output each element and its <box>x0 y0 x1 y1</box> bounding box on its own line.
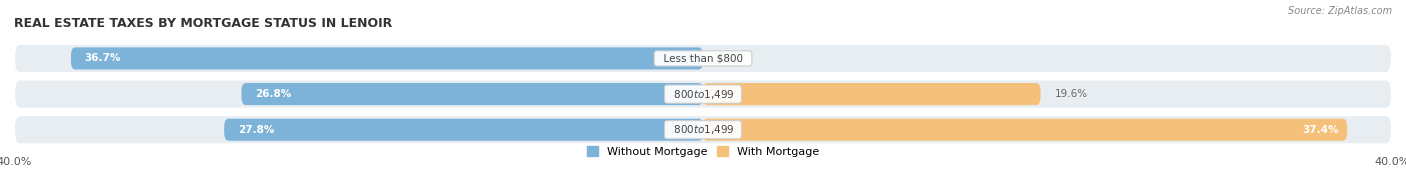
Text: 0.0%: 0.0% <box>717 54 742 64</box>
Text: REAL ESTATE TAXES BY MORTGAGE STATUS IN LENOIR: REAL ESTATE TAXES BY MORTGAGE STATUS IN … <box>14 17 392 30</box>
FancyBboxPatch shape <box>224 119 703 141</box>
Text: 36.7%: 36.7% <box>84 54 121 64</box>
FancyBboxPatch shape <box>703 83 1040 105</box>
Text: 19.6%: 19.6% <box>1054 89 1087 99</box>
Text: $800 to $1,499: $800 to $1,499 <box>666 123 740 136</box>
FancyBboxPatch shape <box>14 44 1392 73</box>
Text: 26.8%: 26.8% <box>256 89 291 99</box>
FancyBboxPatch shape <box>14 79 1392 109</box>
FancyBboxPatch shape <box>703 119 1347 141</box>
FancyBboxPatch shape <box>70 47 703 70</box>
FancyBboxPatch shape <box>242 83 703 105</box>
Text: 27.8%: 27.8% <box>238 125 274 135</box>
Text: Source: ZipAtlas.com: Source: ZipAtlas.com <box>1288 6 1392 16</box>
Text: Less than $800: Less than $800 <box>657 54 749 64</box>
Legend: Without Mortgage, With Mortgage: Without Mortgage, With Mortgage <box>588 146 818 157</box>
FancyBboxPatch shape <box>14 115 1392 144</box>
Text: 37.4%: 37.4% <box>1302 125 1339 135</box>
Text: $800 to $1,499: $800 to $1,499 <box>666 88 740 101</box>
